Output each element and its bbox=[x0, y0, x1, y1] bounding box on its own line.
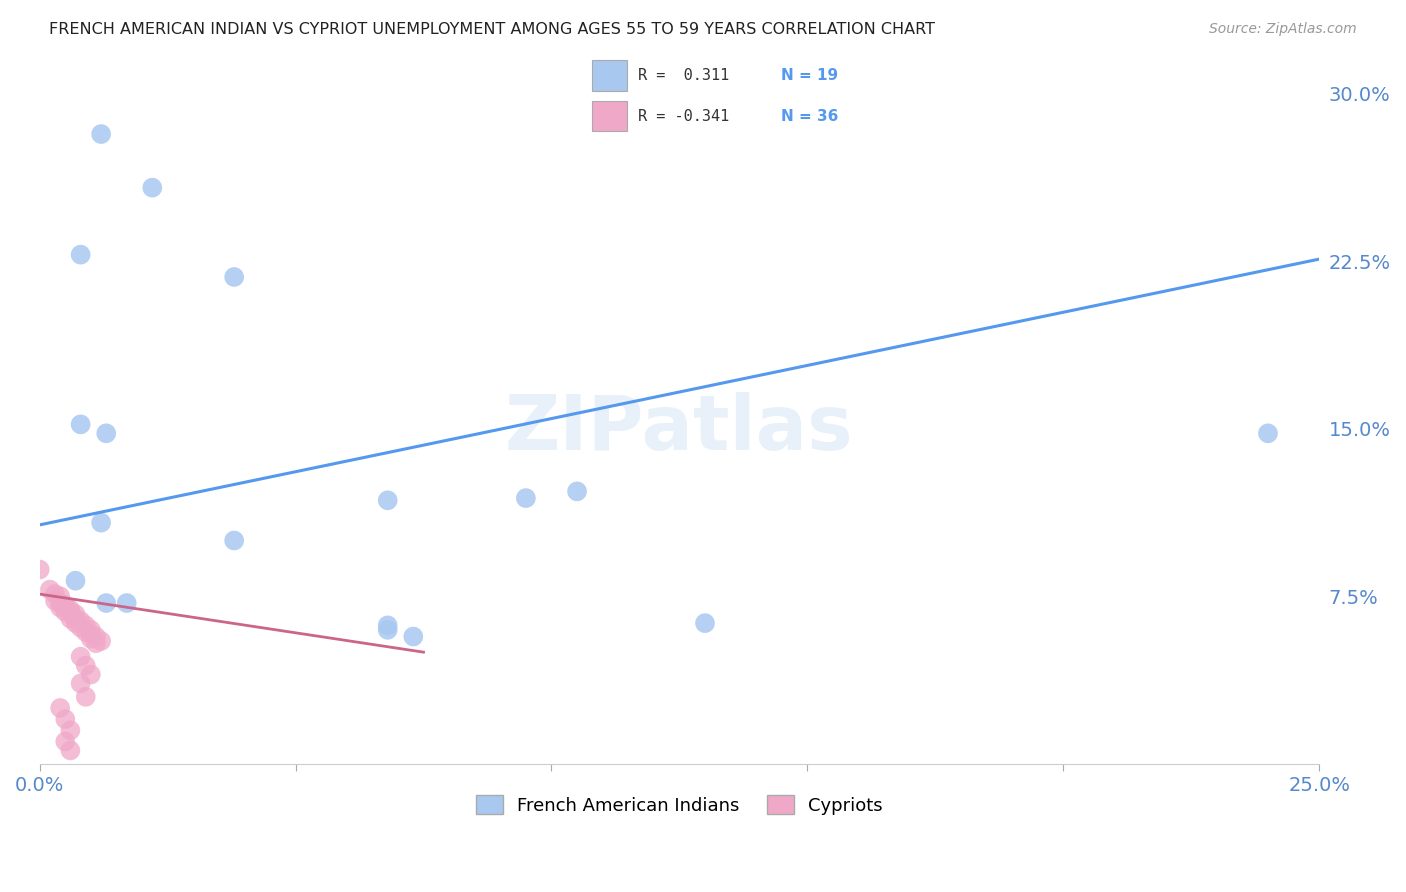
Point bbox=[80, 623, 103, 637]
Point bbox=[65, 607, 87, 622]
Point bbox=[53, 605, 76, 619]
Point bbox=[402, 630, 425, 644]
Point bbox=[515, 491, 537, 505]
Point bbox=[693, 616, 716, 631]
Bar bbox=[592, 101, 627, 131]
Point bbox=[75, 690, 97, 704]
Point bbox=[69, 621, 91, 635]
Point bbox=[44, 587, 66, 601]
Text: ZIPatlas: ZIPatlas bbox=[505, 392, 853, 466]
Point bbox=[377, 623, 399, 637]
Point bbox=[90, 516, 112, 530]
Text: R = -0.341: R = -0.341 bbox=[638, 109, 730, 124]
Point bbox=[59, 605, 82, 619]
Point bbox=[53, 599, 76, 613]
Point bbox=[39, 582, 62, 597]
Point bbox=[69, 417, 91, 432]
Point bbox=[49, 596, 72, 610]
Point bbox=[84, 636, 107, 650]
Point bbox=[69, 649, 91, 664]
Point bbox=[141, 180, 163, 194]
Point bbox=[565, 484, 588, 499]
Point bbox=[80, 667, 103, 681]
Point bbox=[59, 723, 82, 738]
Point bbox=[224, 533, 246, 548]
Point bbox=[53, 734, 76, 748]
Point bbox=[377, 618, 399, 632]
Point bbox=[96, 596, 118, 610]
Text: Source: ZipAtlas.com: Source: ZipAtlas.com bbox=[1209, 22, 1357, 37]
Point bbox=[75, 625, 97, 640]
Point bbox=[1257, 426, 1279, 441]
Point bbox=[80, 632, 103, 646]
Point bbox=[377, 493, 399, 508]
Bar bbox=[592, 61, 627, 91]
Point bbox=[44, 594, 66, 608]
Point bbox=[53, 600, 76, 615]
Point bbox=[69, 676, 91, 690]
Point bbox=[90, 634, 112, 648]
Point bbox=[69, 614, 91, 628]
Point bbox=[28, 562, 51, 576]
Text: N = 36: N = 36 bbox=[780, 109, 838, 124]
Point bbox=[115, 596, 138, 610]
Point bbox=[59, 743, 82, 757]
Point bbox=[96, 426, 118, 441]
Point bbox=[84, 630, 107, 644]
Point bbox=[49, 701, 72, 715]
Text: FRENCH AMERICAN INDIAN VS CYPRIOT UNEMPLOYMENT AMONG AGES 55 TO 59 YEARS CORRELA: FRENCH AMERICAN INDIAN VS CYPRIOT UNEMPL… bbox=[49, 22, 935, 37]
Point bbox=[65, 616, 87, 631]
Text: R =  0.311: R = 0.311 bbox=[638, 68, 730, 83]
Point bbox=[59, 612, 82, 626]
Point bbox=[80, 627, 103, 641]
Point bbox=[224, 270, 246, 285]
Text: N = 19: N = 19 bbox=[780, 68, 838, 83]
Point bbox=[69, 247, 91, 261]
Legend: French American Indians, Cypriots: French American Indians, Cypriots bbox=[468, 788, 890, 822]
Point bbox=[65, 612, 87, 626]
Point bbox=[59, 603, 82, 617]
Point bbox=[75, 658, 97, 673]
Point bbox=[65, 574, 87, 588]
Point bbox=[90, 127, 112, 141]
Point bbox=[75, 618, 97, 632]
Point bbox=[49, 590, 72, 604]
Point bbox=[49, 600, 72, 615]
Point bbox=[53, 712, 76, 726]
